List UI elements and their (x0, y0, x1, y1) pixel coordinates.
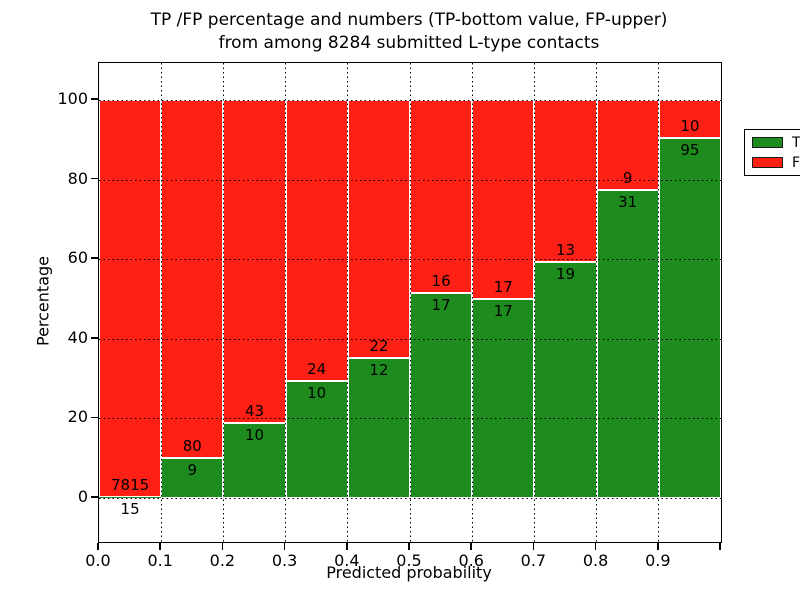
fp-count-label: 43 (244, 401, 265, 420)
x-tick-label: 0.9 (645, 551, 671, 570)
fp-count-label: 80 (182, 436, 202, 455)
v-gridline (347, 63, 349, 542)
tp-bar-segment (410, 292, 473, 498)
tp-bar-segment (596, 189, 659, 498)
tp-count-label: 12 (369, 360, 389, 379)
tp-bar-segment (223, 422, 286, 498)
fp-bar-segment (99, 100, 162, 498)
fp-count-label: 7815 (111, 476, 150, 495)
x-axis-label: Predicted probability (326, 563, 492, 582)
tp-bar-segment (347, 357, 410, 498)
tp-bar-segment (161, 457, 224, 498)
y-tick-label: 0 (77, 487, 88, 506)
y-tick-label: 100 (57, 89, 88, 108)
v-gridline (658, 63, 660, 542)
legend-label-fp: FP (792, 154, 800, 171)
x-tick-mark (159, 542, 161, 550)
x-tick-label: 0.5 (396, 551, 422, 570)
v-gridline (471, 63, 473, 542)
legend-entry-tp: TP (752, 136, 800, 150)
x-tick-label: 0.2 (209, 551, 236, 570)
x-tick-mark (97, 542, 99, 550)
tp-swatch-icon (752, 137, 783, 148)
chart-title-line2: from among 8284 submitted L-type contact… (218, 33, 600, 53)
fp-bar-segment (347, 100, 410, 358)
fp-bar-segment (658, 100, 721, 138)
fp-count-label: 16 (431, 271, 451, 290)
tp-count-label: 9 (187, 460, 198, 479)
x-tick-label: 0.6 (458, 551, 484, 570)
legend-entry-fp: FP (752, 156, 800, 170)
tp-bar-segment (534, 261, 597, 498)
fp-bar-segment (223, 100, 286, 423)
y-tick-mark (91, 496, 98, 498)
x-tick-mark (719, 542, 721, 550)
v-gridline (596, 63, 598, 542)
tp-bar-segment (658, 137, 721, 498)
y-tick-label: 20 (67, 407, 88, 427)
tp-count-label: 31 (618, 192, 638, 211)
y-tick-label: 80 (67, 168, 88, 188)
y-tick-label: 40 (67, 327, 88, 347)
fp-bar-segment (410, 100, 473, 293)
tp-bar-segment (472, 299, 535, 498)
v-gridline (160, 63, 162, 542)
tp-bar-segment (285, 380, 348, 498)
tp-count-label: 19 (555, 264, 576, 283)
chart-title: TP /FP percentage and numbers (TP-bottom… (98, 9, 720, 55)
x-tick-mark (346, 542, 348, 550)
y-tick-mark (91, 416, 98, 419)
tp-bar-segment (99, 497, 162, 498)
x-tick-label: 0.8 (582, 551, 609, 570)
chart-title-line1: TP /FP percentage and numbers (TP-bottom… (150, 10, 668, 30)
x-tick-label: 0.4 (334, 551, 360, 570)
tp-count-label: 17 (431, 295, 451, 314)
fp-count-label: 9 (622, 168, 633, 187)
y-tick-mark (91, 98, 98, 100)
x-tick-mark (283, 542, 286, 550)
y-tick-mark (91, 177, 98, 180)
y-tick-label: 60 (67, 248, 88, 268)
fp-count-label: 22 (369, 336, 389, 355)
x-tick-mark (221, 542, 224, 550)
fp-bar-segment (534, 100, 597, 262)
fp-count-label: 24 (307, 359, 327, 378)
y-tick-mark (91, 257, 98, 259)
x-tick-label: 0.3 (271, 551, 298, 570)
tp-count-label: 95 (680, 140, 700, 159)
fp-bar-segment (161, 100, 224, 458)
x-tick-mark (657, 542, 659, 550)
fp-count-label: 17 (493, 278, 513, 296)
x-tick-mark (532, 542, 535, 550)
x-tick-label: 0.0 (85, 551, 111, 570)
x-tick-label: 0.1 (147, 551, 173, 570)
legend: TP FP (744, 129, 800, 176)
y-tick-mark (91, 337, 98, 339)
fp-swatch-icon (752, 157, 783, 168)
x-tick-label: 0.7 (520, 551, 547, 570)
fp-bar-segment (472, 100, 535, 299)
fp-bar-segment (596, 100, 659, 190)
tp-count-label: 17 (493, 302, 513, 320)
v-gridline (222, 63, 224, 542)
tp-count-label: 15 (120, 500, 140, 519)
x-tick-mark (470, 542, 472, 550)
v-gridline (409, 63, 411, 542)
tp-count-label: 10 (307, 383, 327, 402)
fp-count-label: 10 (680, 116, 700, 135)
x-tick-mark (408, 542, 410, 550)
plot-area: 7815 15 80 9 43 10 24 10 22 12 16 17 17 17 13 19 9 31 10 95… (98, 62, 800, 543)
y-axis-label: Percentage (33, 255, 53, 347)
v-gridline (533, 63, 535, 542)
v-gridline (285, 63, 287, 542)
fp-count-label: 13 (555, 240, 576, 259)
fp-bar-segment (285, 100, 348, 381)
legend-label-tp: TP (792, 134, 800, 151)
x-tick-mark (594, 542, 597, 550)
tp-count-label: 10 (244, 425, 265, 444)
